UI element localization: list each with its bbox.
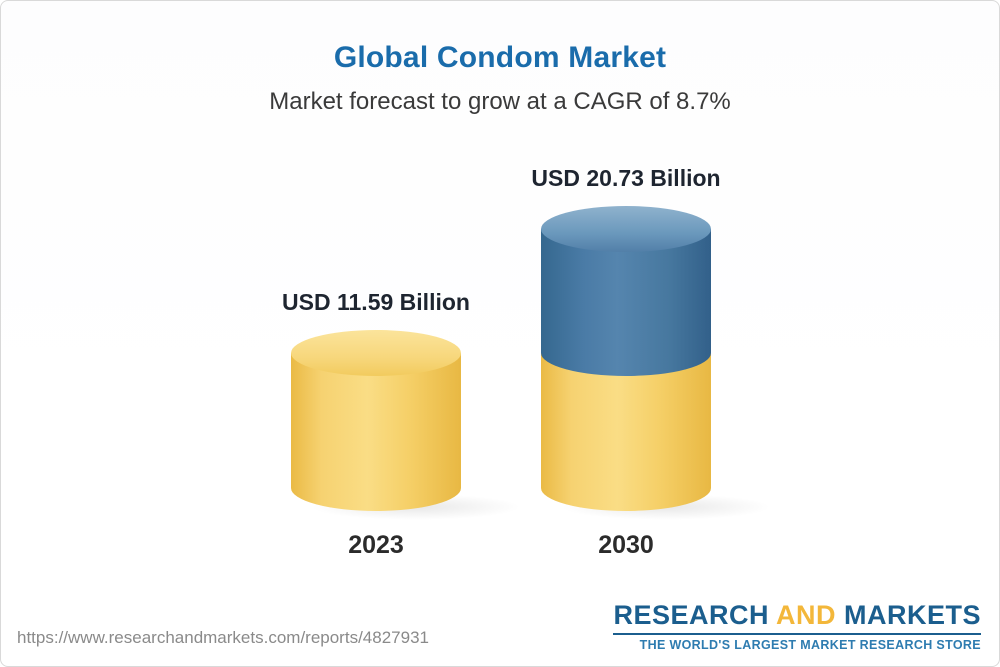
value-label-2030: USD 20.73 Billion (531, 165, 721, 192)
year-label-2023: 2023 (348, 531, 404, 559)
logo-word-research: RESEARCH (613, 599, 769, 630)
bar-2030: USD 20.73 Billion 2030 (531, 1, 771, 666)
logo-word-markets: MARKETS (844, 599, 981, 630)
cylinder-segment-base-gold (541, 353, 711, 511)
research-and-markets-logo: RESEARCH AND MARKETS THE WORLD'S LARGEST… (613, 599, 981, 652)
bar-2023: USD 11.59 Billion 2023 (282, 1, 521, 666)
report-url: https://www.researchandmarkets.com/repor… (17, 628, 429, 647)
cylinder-cap-blue (541, 206, 711, 253)
cylinder-segment-growth-blue (541, 229, 711, 377)
value-label-2023: USD 11.59 Billion (282, 289, 470, 316)
page-title: Global Condom Market (333, 41, 667, 74)
year-label-2030: 2030 (598, 531, 654, 559)
cylinder-2023 (291, 330, 461, 511)
logo-wordmark: RESEARCH AND MARKETS (613, 599, 981, 630)
logo-word-and: AND (775, 599, 836, 630)
logo-tagline: THE WORLD'S LARGEST MARKET RESEARCH STOR… (639, 638, 981, 652)
logo-divider-line (613, 633, 981, 635)
cylinder-cap-gold (291, 330, 461, 377)
cylinder-body-gold (291, 353, 461, 511)
page-subtitle: Market forecast to grow at a CAGR of 8.7… (269, 88, 731, 115)
cylinder-2030 (541, 206, 711, 511)
